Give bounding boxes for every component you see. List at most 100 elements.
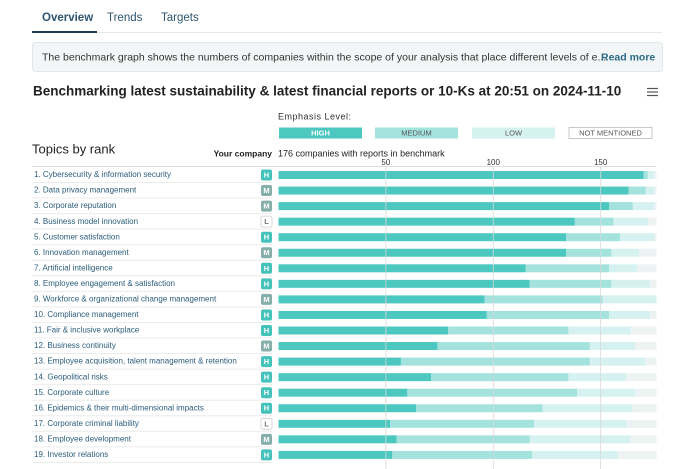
legend-label: MEDIUM — [401, 128, 431, 137]
bar-segment — [654, 233, 657, 242]
topic-label: 18. Employee development — [34, 434, 132, 443]
bar-segment — [278, 248, 567, 257]
bar-segment — [609, 264, 638, 273]
tab[interactable]: Trends — [107, 12, 143, 24]
bar-segment — [531, 450, 618, 459]
bar-segment — [278, 373, 431, 382]
company-rating: H — [264, 357, 269, 366]
bar-segment — [637, 264, 657, 273]
topic-label: 11. Fair & inclusive workplace — [34, 326, 140, 335]
bar-segment — [645, 186, 655, 195]
legend-label: NOT MENTIONED — [579, 128, 642, 137]
bar-segment — [278, 310, 487, 319]
topic-label: 16. Epidemics & their multi-dimensional … — [34, 403, 204, 412]
topic-label: 19. Investor relations — [34, 450, 108, 459]
bar-segment — [486, 310, 610, 319]
bar-segment — [602, 295, 657, 304]
bar-segment — [613, 217, 648, 226]
bar-segment — [278, 279, 530, 288]
company-badge — [261, 309, 272, 321]
topic-label: 15. Corporate culture — [34, 388, 110, 397]
bar-segment — [437, 342, 590, 351]
tab-active[interactable]: Overview — [42, 12, 93, 24]
bar-segment — [278, 419, 391, 428]
bar-segment — [654, 202, 657, 211]
bar-segment — [392, 450, 532, 459]
company-badge — [261, 371, 272, 383]
bar-segment — [396, 435, 530, 444]
company-rating: H — [264, 388, 269, 397]
bar-segment — [278, 233, 567, 242]
company-badge — [261, 293, 272, 305]
bar-segment — [626, 373, 657, 382]
company-badge — [261, 325, 272, 336]
bar-segment — [278, 295, 485, 304]
company-rating: H — [264, 450, 269, 459]
company-badge — [260, 215, 273, 228]
bar-segment — [430, 373, 569, 382]
company-badge — [261, 356, 272, 368]
bar-segment — [415, 404, 543, 413]
company-rating: H — [264, 264, 269, 273]
company-rating: M — [263, 248, 269, 257]
bar-segment — [654, 186, 657, 195]
bar-segment — [278, 186, 629, 195]
legend-label: LOW — [505, 128, 523, 137]
company-rating: M — [263, 186, 269, 195]
company-badge — [261, 169, 272, 181]
bar-segment — [278, 264, 526, 273]
company-rating: H — [264, 373, 269, 382]
company-rating: M — [263, 342, 269, 351]
company-badge — [261, 185, 272, 197]
company-badge — [261, 340, 272, 352]
bar-segment — [647, 217, 657, 226]
bar-segment — [448, 326, 569, 335]
topic-label: 8. Employee engagement & satisfaction — [34, 279, 175, 288]
topic-label: 7. Artificial intelligence — [34, 263, 113, 272]
bar-segment — [654, 171, 657, 179]
company-badge — [261, 402, 272, 414]
bar-segment — [630, 326, 657, 335]
bar-segment — [566, 248, 612, 257]
bar-segment — [525, 264, 610, 273]
x-label: 176 companies with reports in benchmark — [278, 148, 445, 158]
company-rating: L — [264, 217, 269, 226]
bar-segment — [589, 342, 636, 351]
bar-segment — [635, 342, 657, 351]
chart-title: Benchmarking latest sustainability & lat… — [33, 84, 621, 99]
x-tick-label: 150 — [594, 158, 608, 167]
banner-text: The benchmark graph shows the numbers of… — [42, 51, 606, 63]
menu-icon[interactable] — [647, 87, 658, 97]
read-more[interactable]: Read more — [601, 51, 655, 63]
bar-segment — [278, 435, 397, 444]
tab[interactable]: Targets — [161, 12, 199, 24]
company-rating: H — [264, 170, 269, 179]
company-badge — [261, 433, 272, 445]
company-rating: H — [264, 233, 269, 242]
bar-segment — [278, 217, 575, 226]
company-rating: H — [264, 310, 269, 319]
bar-segment — [542, 404, 633, 413]
legend-label: HIGH — [311, 128, 330, 137]
topic-label: 14. Geopolitical risks — [34, 372, 108, 381]
topic-label: 10. Compliance management — [34, 310, 139, 319]
bar-segment — [589, 357, 646, 366]
bar-segment — [632, 404, 657, 413]
topic-label: 1. Cybersecurity & information security — [34, 170, 171, 179]
bar-segment — [635, 388, 657, 397]
legend-swatch — [279, 127, 362, 139]
company-rating: H — [264, 326, 269, 335]
company-rating: M — [263, 202, 269, 211]
bar-segment — [574, 217, 614, 226]
topic-label: 4. Business model innovation — [34, 217, 138, 226]
company-rating: M — [263, 435, 269, 444]
x-tick-label: 100 — [487, 158, 501, 167]
company-badge — [261, 262, 272, 274]
bar-segment — [278, 171, 644, 179]
topics-header: Topics by rank — [32, 141, 116, 156]
bar-segment — [611, 279, 651, 288]
company-badge — [261, 449, 272, 461]
bar-segment — [647, 171, 655, 179]
